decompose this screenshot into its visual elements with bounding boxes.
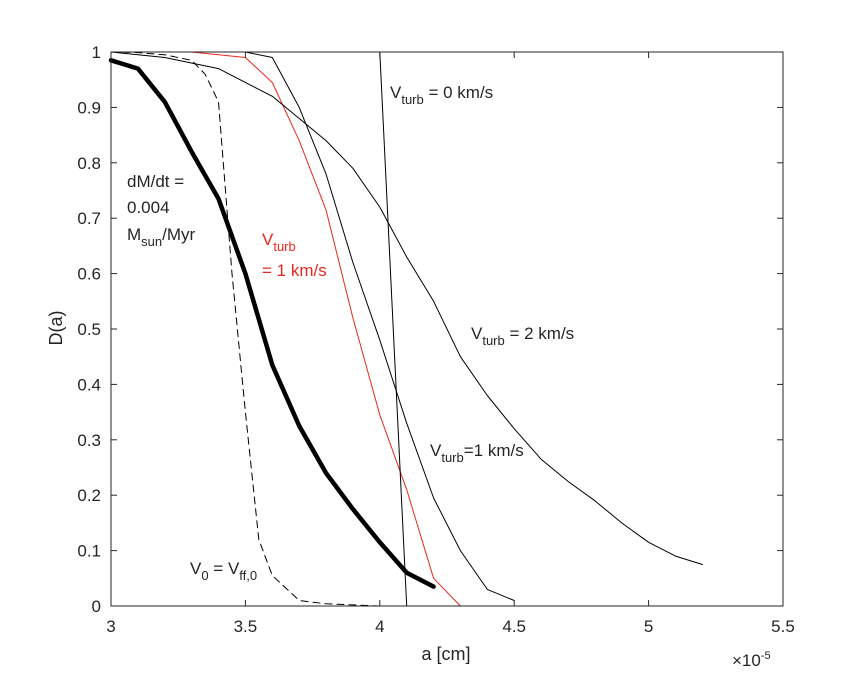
annotation-vturb-2: Vturb = 2 km/s [471, 324, 574, 348]
x-tick-label: 3.5 [234, 617, 258, 636]
series-line-4 [110, 51, 515, 601]
series-layer [108, 51, 703, 607]
x-exponent: ×10-5 [732, 650, 771, 670]
annotation-vturb-1-black: Vturb=1 km/s [430, 441, 524, 465]
x-tick-label: 4 [375, 617, 384, 636]
y-tick-label: 0.2 [77, 486, 101, 505]
y-tick-label: 0.3 [77, 431, 101, 450]
y-tick-label: 0.4 [77, 375, 101, 394]
y-axis-label: D(a) [46, 311, 66, 346]
annotation-vturb-1-red: Vturb [262, 230, 296, 254]
series-line-0 [108, 58, 436, 589]
x-axis-label: a [cm] [421, 644, 470, 664]
x-tick-label: 4.5 [502, 617, 526, 636]
y-tick-label: 0.6 [77, 265, 101, 284]
series-line-3 [379, 51, 408, 607]
annotation-dmdt-line2: 0.004 [127, 198, 170, 217]
x-exponent-base: ×10 [732, 651, 761, 670]
x-tick-label: 3 [106, 617, 115, 636]
ticks-layer: 3 3.5 4 4.5 5 5.5 0 0.1 0.2 0.3 0.4 0.5 0.6 0.7 0.8 0.9… [77, 43, 794, 636]
y-tick-label: 0.8 [77, 154, 101, 173]
x-tick-label: 5.5 [771, 617, 795, 636]
series-line-1 [110, 51, 408, 607]
x-exponent-power: -5 [761, 650, 771, 662]
y-tick-label: 0.5 [77, 320, 101, 339]
y-tick-label: 0 [92, 597, 101, 616]
x-tick-label: 5 [644, 617, 653, 636]
y-tick-label: 0.9 [77, 98, 101, 117]
annotation-dmdt-line3: Msun/Myr [127, 225, 196, 249]
y-tick-label: 0.7 [77, 209, 101, 228]
series-line-5 [110, 51, 703, 565]
y-tick-label: 1 [92, 43, 101, 62]
annotation-vturb-0: Vturb = 0 km/s [390, 83, 493, 107]
annotation-v0-vff: V0 = Vff,0 [190, 559, 257, 583]
annotation-dmdt-line1: dM/dt = [127, 172, 184, 191]
series-line-2 [110, 51, 461, 607]
y-tick-label: 0.1 [77, 542, 101, 561]
annotation-vturb-1-red-value: = 1 km/s [262, 261, 327, 280]
